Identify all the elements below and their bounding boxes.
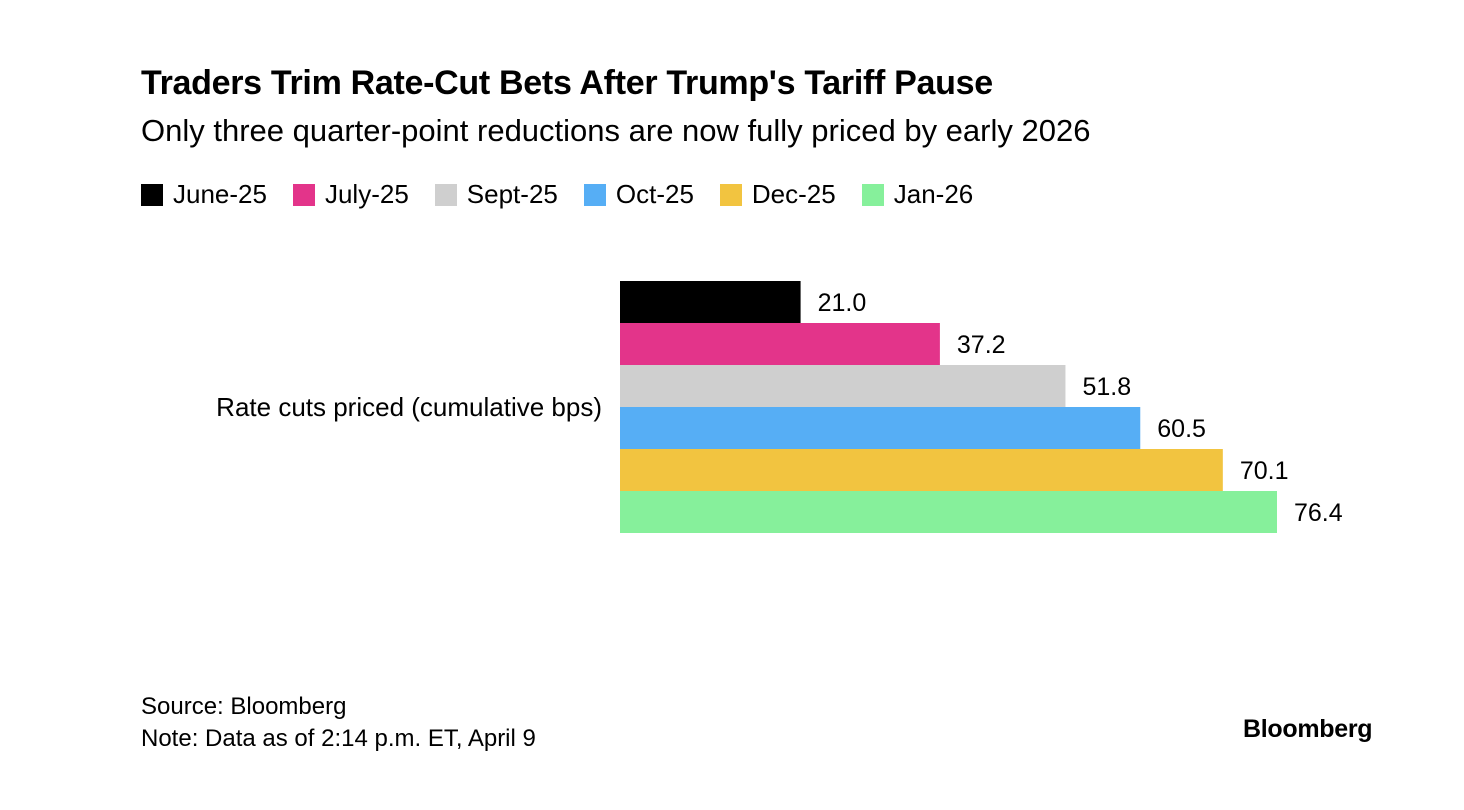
legend-swatch: [292, 183, 315, 206]
data-note: Note: Data as of 2:14 p.m. ET, April 9: [141, 725, 536, 752]
legend-swatch: [141, 183, 163, 206]
legend-label: July-25: [324, 179, 409, 209]
legend: June-25 July-25 Sept-25 Oct-25 Dec-25 Ja…: [141, 179, 999, 210]
legend-label: Oct-25: [615, 179, 694, 209]
bar-value-label: 21.0: [818, 289, 867, 317]
legend-label: Sept-25: [466, 179, 558, 209]
legend-item-dec-25: Dec-25: [719, 179, 836, 210]
bar-july-25: [620, 323, 940, 365]
bar-value-label: 70.1: [1240, 457, 1289, 485]
bar-june-25: [620, 281, 801, 323]
chart-subtitle: Only three quarter-point reductions are …: [141, 113, 1091, 148]
bar-value-label: 60.5: [1157, 415, 1206, 443]
legend-label: Dec-25: [751, 179, 836, 209]
legend-label: Jan-26: [893, 179, 974, 209]
legend-label: June-25: [173, 179, 267, 209]
bar-value-label: 76.4: [1294, 499, 1343, 527]
bloomberg-logo: Bloomberg: [1243, 715, 1373, 743]
bars-group: 21.0 37.2 51.8 60.5 70.176.4: [620, 281, 1343, 533]
legend-swatch: [434, 183, 457, 206]
bar-oct-25: [620, 407, 1141, 449]
bar-sept-25: [620, 365, 1066, 407]
bar-value-label: 37.2: [957, 331, 1006, 359]
bar-value-label: 51.8: [1082, 373, 1131, 401]
category-label: Rate cuts priced (cumulative bps): [216, 392, 602, 422]
legend-swatch: [719, 183, 742, 206]
legend-item-jan-26: Jan-26: [861, 179, 974, 210]
legend-swatch: [583, 183, 606, 206]
legend-item-sept-25: Sept-25: [434, 179, 558, 210]
legend-item-june-25: June-25: [141, 179, 267, 210]
bar-jan-26: [620, 491, 1277, 533]
legend-swatch: [861, 183, 884, 206]
source-note: Source: Bloomberg: [141, 693, 347, 720]
legend-item-july-25: July-25: [292, 179, 409, 210]
bar-dec-25: [620, 449, 1223, 491]
footer: Source: Bloomberg Note: Data as of 2:14 …: [141, 691, 536, 755]
chart-title: Traders Trim Rate-Cut Bets After Trump's…: [141, 64, 993, 102]
legend-item-oct-25: Oct-25: [583, 179, 694, 210]
